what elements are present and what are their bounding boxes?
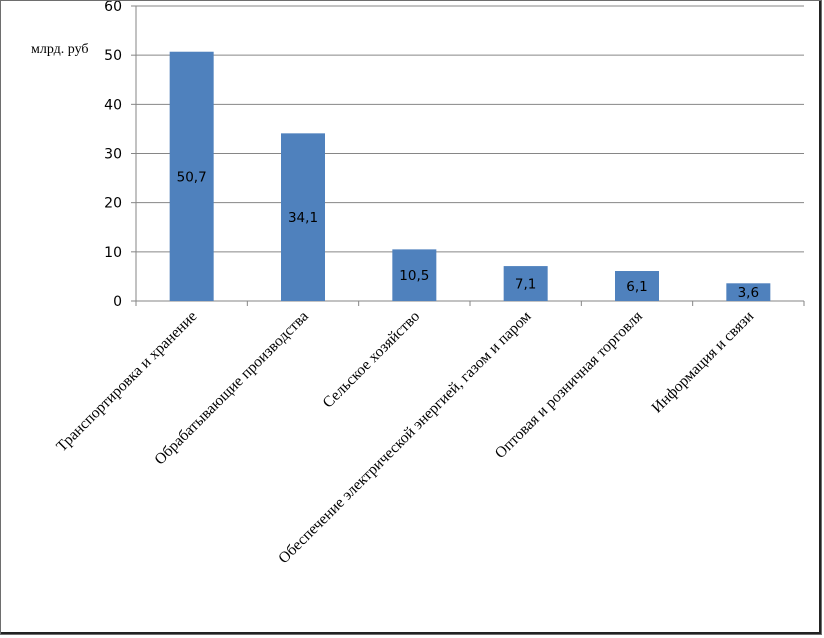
data-label: 50,7 — [177, 169, 207, 185]
y-tick-label: 30 — [104, 147, 122, 163]
y-axis-unit-label: млрд. руб — [31, 42, 89, 57]
y-tick-labels: 0 10 20 30 40 50 60 — [104, 1, 122, 310]
x-category-label: Сельское хозяйство — [319, 308, 423, 412]
data-label: 34,1 — [288, 210, 318, 226]
bar — [726, 283, 771, 301]
bar — [392, 249, 437, 301]
bar — [169, 51, 214, 301]
data-labels: 50,7 34,1 10,5 7,1 6,1 3,6 — [177, 169, 759, 301]
data-label: 10,5 — [399, 268, 429, 284]
y-tick-label: 60 — [104, 1, 122, 15]
y-tick-label: 0 — [113, 294, 122, 310]
x-category-label: Обеспечение электрической энергией, газо… — [275, 308, 534, 567]
data-label: 6,1 — [626, 279, 647, 295]
x-category-labels: Транспортировка и хранениеОбрабатывающие… — [53, 308, 757, 567]
x-category-label: Информация и связи — [648, 308, 757, 417]
bars — [169, 51, 771, 301]
y-tick-label: 10 — [104, 245, 122, 261]
y-tick-label: 20 — [104, 196, 122, 212]
data-label: 3,6 — [738, 285, 759, 301]
data-label: 7,1 — [515, 277, 536, 293]
axes — [131, 5, 805, 306]
bar — [615, 271, 659, 301]
bar — [281, 133, 325, 301]
y-tick-label: 40 — [104, 97, 122, 113]
y-tick-label: 50 — [104, 48, 122, 64]
gridlines — [136, 5, 804, 253]
bar — [503, 266, 548, 301]
